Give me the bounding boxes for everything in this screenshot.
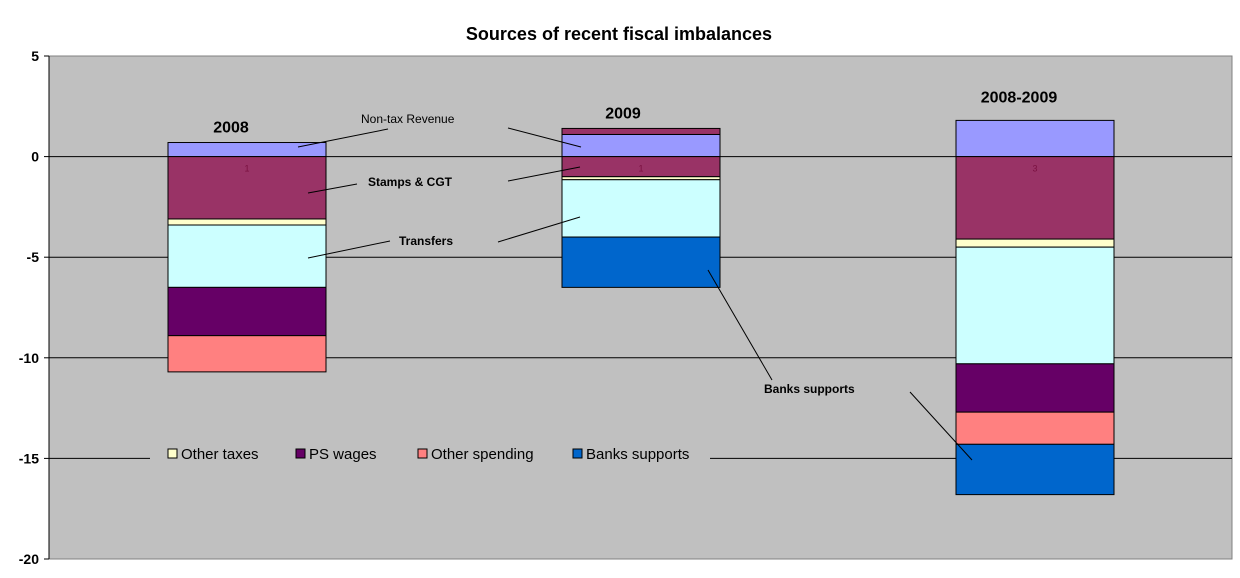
bar-segment-transfers xyxy=(167,224,327,288)
bar-segment-series-1 xyxy=(561,127,721,135)
leader-line xyxy=(307,183,358,194)
bar-segment-stamps-cgt xyxy=(955,156,1115,240)
legend-swatch-other-taxes xyxy=(167,448,178,459)
bar-segment-other-taxes xyxy=(955,238,1115,248)
bars: 1 1 3 xyxy=(167,119,1115,496)
leader-line xyxy=(507,127,582,148)
data-label: 1 xyxy=(244,164,249,174)
annotation-stamps-cgt: Stamps & CGT xyxy=(368,175,453,189)
leader-line xyxy=(307,240,391,259)
leader-line xyxy=(707,269,773,381)
y-tick-label: -20 xyxy=(19,551,39,567)
bar-segment-other-taxes xyxy=(167,218,327,226)
bar-segment-stamps-cgt xyxy=(167,156,327,220)
legend-box xyxy=(150,442,710,466)
legend-label-banks-supports: Banks supports xyxy=(586,446,689,463)
data-label: 1 xyxy=(638,164,643,174)
legend-swatch-other-spending xyxy=(417,448,428,459)
y-axis: 5 0 -5 -10 -15 -20 xyxy=(19,48,50,567)
legend-swatch-ps-wages xyxy=(295,448,306,459)
y-tick-label: -10 xyxy=(19,350,39,366)
y-tick-label: -15 xyxy=(19,450,39,466)
data-label: 3 xyxy=(1032,164,1037,174)
annotation-transfers: Transfers xyxy=(399,234,453,248)
category-label: 2009 xyxy=(605,105,641,122)
leader-line xyxy=(507,166,581,182)
bar-segment-non-tax-revenue xyxy=(167,142,327,158)
category-labels: 2008 2009 2008-2009 xyxy=(213,89,1057,136)
leader-line xyxy=(297,128,389,148)
chart-title: Sources of recent fiscal imbalances xyxy=(466,24,772,44)
y-tick-label: 5 xyxy=(31,48,39,64)
y-tick-label: 0 xyxy=(31,149,39,165)
legend-label-ps-wages: PS wages xyxy=(309,446,377,463)
legend: Other taxes PS wages Other spending Banks s… xyxy=(150,442,710,466)
bar-segment-transfers xyxy=(561,179,721,238)
category-label: 2008 xyxy=(213,119,249,136)
y-tick-label: -5 xyxy=(27,249,40,265)
bar-segment-transfers xyxy=(955,246,1115,365)
bar-segment-ps-wages xyxy=(167,286,327,337)
bar-segment-banks-supports xyxy=(561,236,721,288)
legend-label-other-taxes: Other taxes xyxy=(181,446,259,463)
leader-lines xyxy=(297,127,973,461)
bar-segment-non-tax-revenue xyxy=(561,133,721,158)
leader-line xyxy=(497,216,581,243)
category-label: 2008-2009 xyxy=(981,89,1058,106)
leader-line xyxy=(909,391,973,461)
bar-segment-other-spending xyxy=(167,335,327,373)
legend-label-other-spending: Other spending xyxy=(431,446,534,463)
bar-segment-ps-wages xyxy=(955,363,1115,413)
bar-segment-banks-supports xyxy=(955,443,1115,496)
bar-segment-other-spending xyxy=(955,411,1115,445)
bar-segment-non-tax-revenue xyxy=(955,119,1115,158)
annotation-non-tax-revenue: Non-tax Revenue xyxy=(361,112,455,126)
legend-swatch-banks-supports xyxy=(572,448,583,459)
annotation-banks-supports: Banks supports xyxy=(764,382,855,396)
